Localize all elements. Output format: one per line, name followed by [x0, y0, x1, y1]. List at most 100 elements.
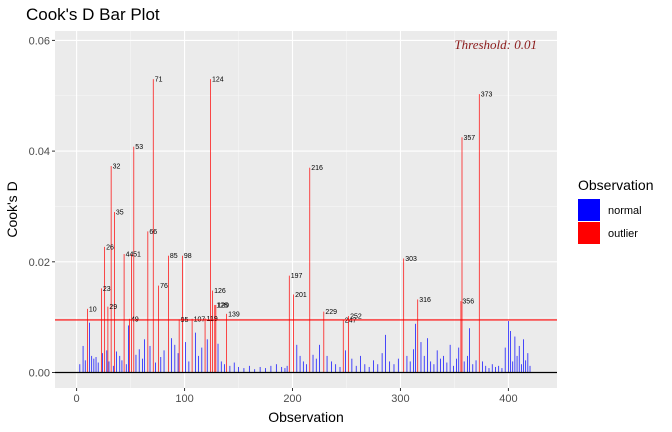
outlier-bar [131, 254, 132, 373]
normal-bar [453, 365, 454, 373]
normal-bar [516, 355, 518, 373]
normal-bar [155, 362, 156, 373]
normal-bar [469, 328, 470, 373]
normal-bar [523, 339, 524, 373]
legend: Observation normal outlier [578, 177, 653, 244]
normal-bar [102, 353, 103, 373]
outlier-bar [212, 290, 213, 373]
outlier-bar [178, 319, 180, 373]
bar-label: 44 [126, 252, 134, 259]
bar-label: 139 [228, 311, 240, 318]
x-tick-label: 300 [391, 393, 409, 405]
normal-bar [149, 345, 151, 373]
bar-label: 26 [106, 244, 114, 251]
normal-bar [364, 364, 366, 373]
outlier-bar [152, 79, 154, 373]
outlier-bar [147, 231, 149, 373]
normal-bar [217, 343, 219, 373]
legend-swatch-normal [578, 199, 600, 221]
normal-bar [504, 347, 506, 373]
y-axis-ticks: 0.00 0.02 0.04 0.06 [29, 35, 55, 380]
normal-bar [312, 354, 314, 373]
bar-label: 23 [103, 286, 111, 293]
normal-bar [512, 361, 514, 373]
major-gridlines [55, 31, 557, 388]
y-tick-label: 0.06 [29, 35, 50, 47]
outlier-bar [191, 318, 193, 373]
normal-bar [360, 355, 361, 373]
normal-bar [315, 358, 317, 373]
normal-bar [82, 345, 84, 373]
bar-label: 35 [116, 209, 124, 216]
chart-title: Cook's D Bar Plot [26, 5, 160, 24]
bar-label: 201 [295, 292, 307, 299]
minor-gridlines [55, 31, 557, 388]
normal-bar [286, 365, 288, 373]
normal-bar [430, 361, 432, 373]
normal-bar [508, 321, 509, 373]
normal-bar [275, 364, 277, 373]
normal-bar [93, 358, 95, 373]
normal-bar [138, 349, 140, 373]
x-tick-label: 200 [283, 393, 301, 405]
outlier-bars [87, 79, 480, 373]
normal-bar [112, 365, 114, 373]
y-tick-label: 0.02 [29, 257, 50, 269]
bar-label: 129 [217, 302, 229, 309]
outlier-bar [104, 246, 106, 373]
plot-panel [55, 31, 557, 388]
x-tick-label: 400 [499, 393, 517, 405]
normal-bar [368, 366, 370, 373]
legend-swatch-outlier [578, 222, 600, 244]
normal-bar [472, 364, 474, 373]
normal-bar [144, 339, 145, 373]
normal-bar [229, 365, 231, 373]
bar-label: 119 [207, 316, 218, 323]
normal-bar [393, 364, 395, 373]
normal-bar [248, 365, 250, 373]
normal-bar [501, 368, 503, 373]
outlier-bar [293, 294, 294, 373]
normal-bar [238, 366, 239, 373]
normal-bar [119, 355, 121, 373]
normal-bar [97, 362, 99, 373]
normal-bar [284, 368, 286, 373]
normal-bar [485, 365, 487, 373]
normal-bar [351, 358, 353, 373]
normal-bar [306, 364, 307, 373]
x-axis-title: Observation [268, 409, 343, 425]
normal-bar [514, 336, 516, 373]
normal-bar [89, 322, 90, 373]
outlier-bar [417, 299, 419, 373]
normal-bar [525, 360, 527, 373]
bar-label: 316 [419, 297, 431, 304]
bar-label: 51 [133, 252, 141, 259]
normal-bar [384, 334, 386, 373]
normal-bar [201, 347, 203, 373]
x-axis-ticks: 0 100 200 300 400 [74, 388, 518, 405]
normal-bar [198, 355, 199, 373]
bar-label: 247 [345, 317, 357, 324]
normal-bar [373, 360, 374, 373]
y-tick-label: 0.00 [29, 368, 50, 380]
normal-bar [220, 361, 222, 373]
normal-bar [443, 355, 444, 373]
x-tick-label: 0 [74, 393, 80, 405]
normal-bar [281, 366, 283, 373]
bar-label: 10 [89, 306, 97, 313]
bar-label: 197 [291, 273, 303, 280]
normal-bar [458, 347, 460, 373]
normal-bar [449, 344, 451, 373]
outlier-bar [214, 304, 216, 373]
y-axis-title: Cook's D [4, 181, 20, 237]
outlier-bar [348, 316, 349, 373]
outlier-bar [460, 301, 462, 373]
bar-label: 85 [170, 253, 178, 260]
normal-bar [335, 364, 337, 373]
outlier-bar [107, 306, 109, 373]
normal-bar [498, 365, 500, 373]
threshold: Threshold: 0.01 [55, 37, 557, 321]
normal-bar [121, 360, 123, 373]
outlier-bar [461, 137, 463, 373]
bar-label: 76 [160, 283, 168, 290]
